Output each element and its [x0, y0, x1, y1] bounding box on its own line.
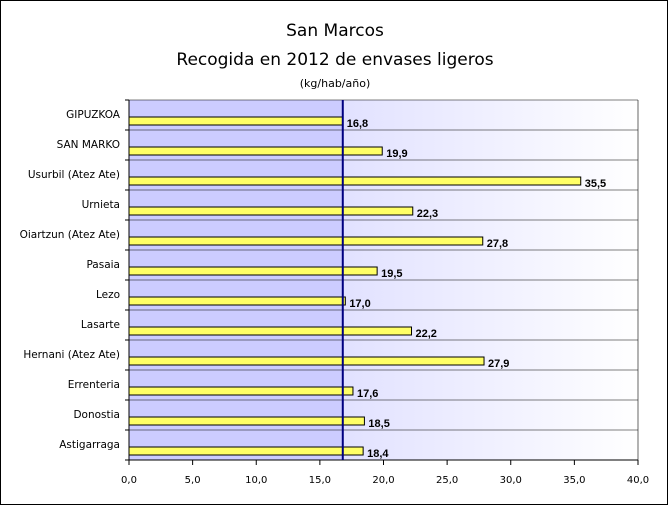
value-label: 17,6 [357, 388, 378, 400]
value-label: 18,4 [367, 448, 389, 460]
category-label: SAN MARKO [57, 139, 120, 151]
chart-unit: (kg/hab/año) [299, 77, 371, 90]
bar [128, 146, 383, 156]
bar [128, 296, 346, 306]
bar [128, 446, 364, 456]
bar [128, 266, 378, 276]
value-label: 27,9 [488, 358, 509, 370]
bar [128, 236, 484, 246]
bar [128, 206, 414, 216]
value-label: 22,3 [417, 208, 438, 220]
x-tick-label: 5,0 [185, 475, 201, 486]
value-label: 22,2 [415, 328, 436, 340]
x-tick-label: 25,0 [436, 475, 458, 486]
bar [128, 176, 582, 186]
x-tick-label: 15,0 [309, 475, 331, 486]
x-tick-label: 10,0 [245, 475, 267, 486]
category-label: Donostia [73, 409, 120, 421]
x-tick-label: 35,0 [563, 475, 585, 486]
category-label: Astigarraga [59, 439, 120, 451]
category-label: Errenteria [68, 379, 120, 391]
category-label: GIPUZKOA [66, 109, 121, 121]
value-label: 18,5 [368, 418, 389, 430]
category-label: Hernani (Atez Ate) [23, 349, 120, 361]
value-label: 19,9 [386, 148, 407, 160]
category-label: Lasarte [81, 319, 120, 331]
x-tick-label: 30,0 [500, 475, 522, 486]
x-tick-label: 40,0 [627, 475, 649, 486]
category-label: Usurbil (Atez Ate) [28, 169, 120, 181]
chart-subtitle: Recogida en 2012 de envases ligeros [176, 50, 494, 70]
x-tick-label: 20,0 [372, 475, 394, 486]
plot-area: 0,0 5,0 10,0 15,0 20,0 25,0 30,0 35,0 40,0 GIPUZK… [20, 99, 649, 486]
category-label: Pasaia [86, 259, 120, 271]
bar [128, 386, 354, 396]
category-label: Urnieta [82, 199, 120, 211]
value-label: 16,8 [347, 118, 368, 130]
value-label: 35,5 [585, 178, 606, 190]
bar [128, 326, 412, 336]
value-label: 17,0 [349, 298, 370, 310]
value-label: 19,5 [381, 268, 402, 280]
x-tick-label: 0,0 [121, 475, 137, 486]
category-label: Oiartzun (Atez Ate) [20, 229, 120, 241]
bar [128, 416, 365, 426]
bar [128, 116, 344, 126]
chart-title: San Marcos [286, 21, 384, 41]
bar [128, 356, 485, 366]
value-label: 27,8 [487, 238, 508, 250]
category-label: Lezo [96, 289, 120, 301]
